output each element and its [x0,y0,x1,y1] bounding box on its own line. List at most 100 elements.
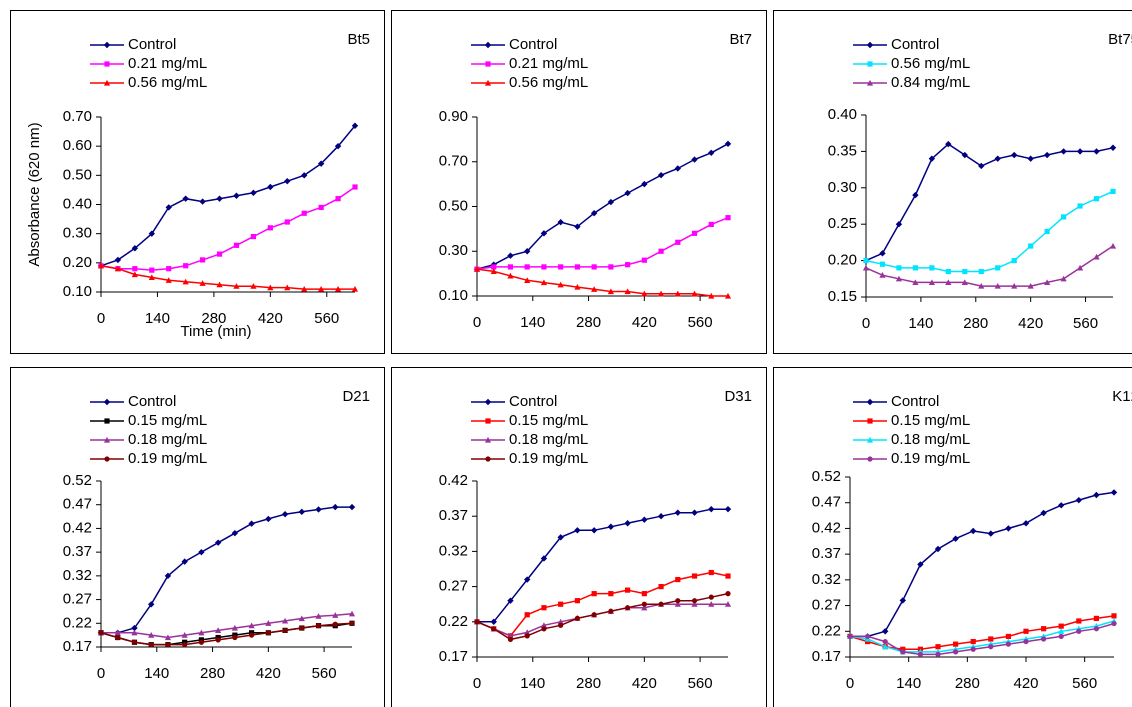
y-tick-label: 0.50 [439,197,468,214]
series-line [100,265,355,290]
data-point [862,264,870,271]
data-point [558,622,564,628]
data-point [1043,151,1051,159]
data-point [641,591,647,597]
data-point [1110,489,1118,496]
data-point [349,620,355,626]
data-point [351,122,359,129]
data-point [879,261,886,267]
data-point [917,651,924,658]
data-point [658,584,664,590]
data-point [708,292,715,299]
data-point [1093,491,1100,499]
y-tick-label: 0.15 [828,288,857,305]
legend-marker [485,456,491,462]
y-tick-label: 0.40 [63,195,92,212]
data-point [657,171,665,179]
data-point [507,636,514,643]
data-point [1093,196,1100,202]
data-point [248,622,255,629]
x-tick-label: 140 [145,310,170,327]
y-tick-label: 0.30 [828,179,857,196]
data-point [267,225,273,231]
data-point [1044,279,1051,286]
data-point [298,615,305,622]
data-point [332,612,339,618]
data-point [1005,633,1011,640]
data-point [1060,275,1067,282]
data-point [625,587,631,593]
data-point [233,242,240,248]
legend-label: 0.15 mg/mL [128,412,207,429]
data-point [199,198,206,205]
data-point [917,561,924,568]
data-point [507,597,514,604]
data-point [332,503,339,511]
data-point [250,189,257,197]
series-line [849,620,1115,653]
data-point [317,160,325,167]
series-line [477,508,728,623]
series-line [100,125,356,267]
data-point [216,251,223,257]
data-point [708,221,714,227]
data-point [214,539,222,546]
data-point [988,636,994,642]
series-line [101,506,352,634]
data-point [281,617,289,624]
data-point [574,283,581,290]
y-tick-label: 0.37 [439,507,468,524]
legend-marker [104,456,110,462]
y-tick-label: 0.10 [439,287,468,304]
data-point [953,649,959,655]
panel-frame [773,367,1132,707]
data-point [198,629,205,636]
data-point [114,256,122,264]
data-point [691,573,698,579]
data-point [591,286,598,292]
data-point [265,620,272,626]
data-point [641,601,647,607]
y-tick-label: 0.27 [63,591,92,608]
data-point [952,535,959,542]
data-point [591,264,597,270]
data-point [675,598,681,604]
data-point [233,192,240,199]
data-point [540,230,548,237]
data-point [474,619,480,625]
data-point [1058,633,1064,640]
data-point [284,177,291,185]
data-point [198,639,204,645]
data-point [895,221,903,228]
data-point [1041,636,1047,642]
y-tick-label: 0.17 [439,648,468,665]
data-point [674,601,681,607]
data-point [994,155,1001,162]
data-point [200,257,206,263]
data-point [658,248,664,254]
series-line [476,268,728,297]
data-point [199,280,206,286]
x-tick-label: 420 [632,314,657,331]
data-point [953,641,959,647]
data-point [724,601,732,607]
legend-label: 0.15 mg/mL [891,412,970,429]
x-tick-label: 420 [256,665,281,682]
data-point [216,195,223,202]
data-point [215,637,221,643]
series-line [849,615,1115,651]
legend-label: Control [509,36,557,53]
data-point [557,618,564,625]
data-point [1041,626,1047,632]
data-point [541,626,547,632]
data-point [624,288,631,295]
legend-label: 0.18 mg/mL [891,431,970,448]
y-tick-label: 0.47 [812,494,841,511]
data-point [249,632,255,638]
data-point [299,625,305,631]
data-point [1058,623,1064,629]
y-tick-label: 0.40 [828,106,857,123]
data-point [165,642,171,648]
data-point [348,610,356,617]
data-point [524,633,530,639]
